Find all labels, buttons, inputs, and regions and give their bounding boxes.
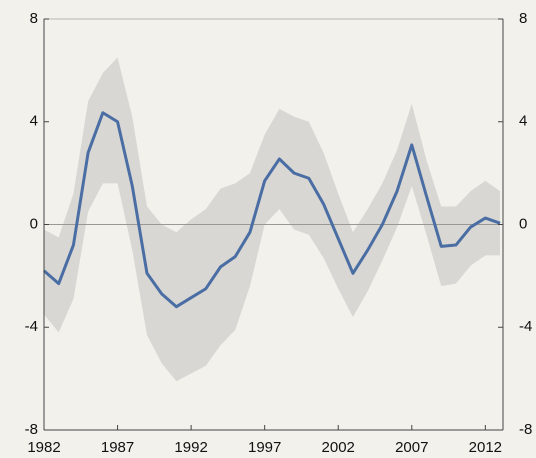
y2-tick-label: -8: [519, 421, 532, 438]
y2-tick-label: -4: [519, 318, 532, 335]
x-tick-label: 1992: [174, 439, 207, 456]
x-tick-label: 2012: [469, 439, 502, 456]
y-tick-label: 4: [30, 113, 38, 130]
y2-tick-label: 0: [519, 215, 527, 232]
x-tick-label: 2007: [395, 439, 428, 456]
y-tick-label: 8: [30, 10, 38, 27]
band: [44, 57, 501, 382]
x-tick-label: 1987: [101, 439, 134, 456]
y-tick-label: -8: [25, 421, 38, 438]
y2-tick-label: 4: [519, 113, 527, 130]
line: [43, 111, 501, 309]
y-tick-label: 0: [30, 215, 38, 232]
x-tick-label: 2002: [322, 439, 355, 456]
x-tick-label: 1997: [248, 439, 281, 456]
y2-tick-label: 8: [519, 10, 527, 27]
y-tick-label: -4: [25, 318, 38, 335]
x-tick-label: 1982: [27, 439, 60, 456]
